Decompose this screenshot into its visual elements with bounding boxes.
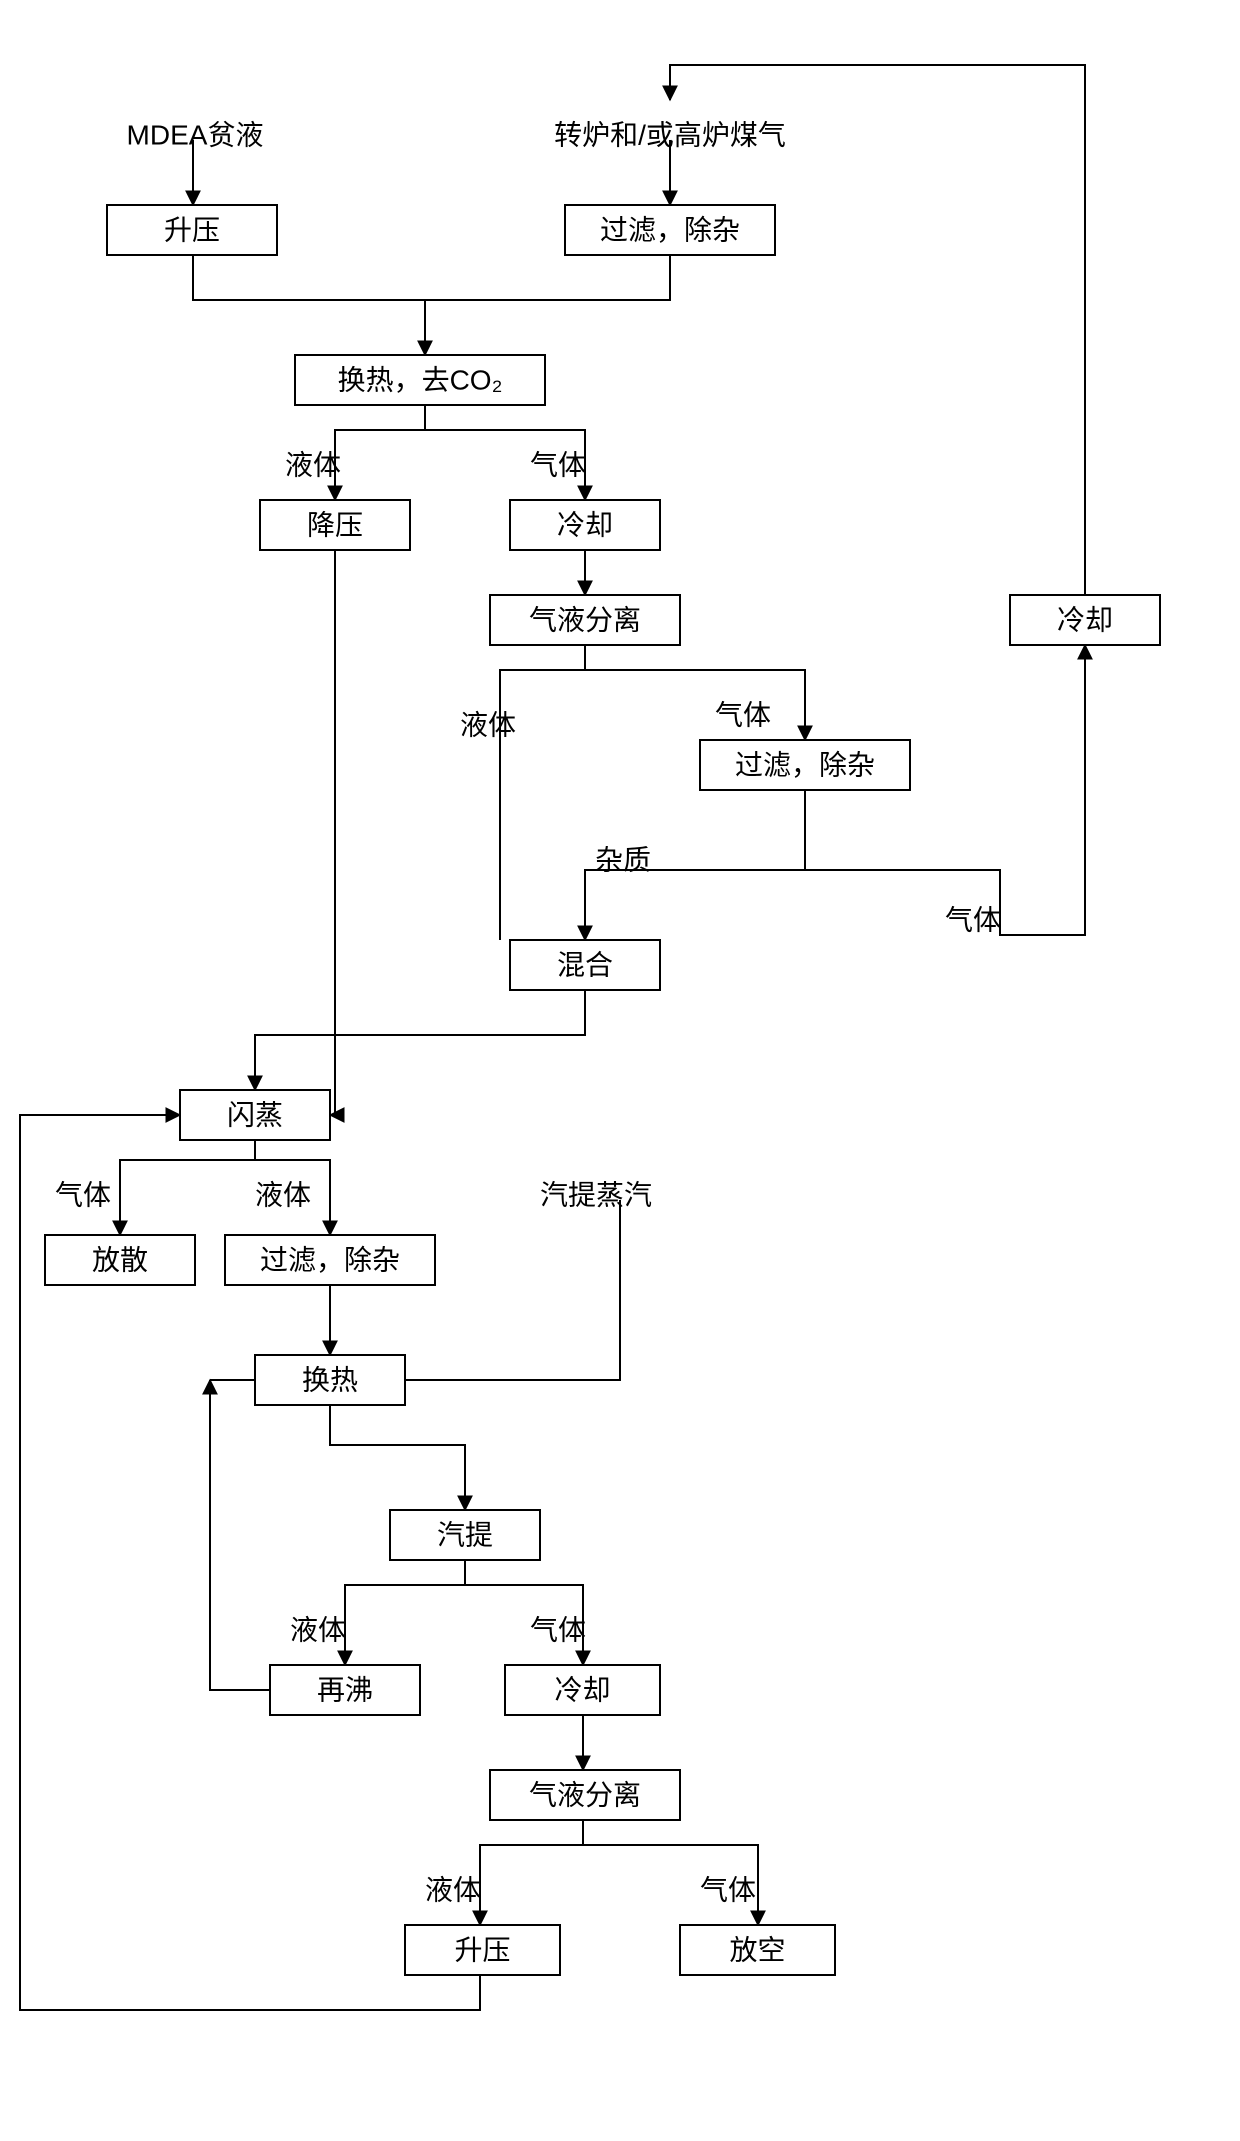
node-label-lbl_imp: 杂质 [595,845,651,876]
node-label-lbl_gas2: 气体 [715,700,771,731]
node-mix: 混合 [510,940,660,990]
node-cool2: 冷却 [505,1665,660,1715]
node-depress: 降压 [260,500,410,550]
node-label-hx2: 换热 [302,1365,358,1396]
flowchart-canvas: MDEA贫液转炉和/或高炉煤气升压过滤，除杂换热，去CO₂液体气体降压冷却气液分… [0,0,1240,2141]
node-boost1: 升压 [107,205,277,255]
node-lbl_liq5: 液体 [425,1875,481,1906]
node-label-mdea: MDEA贫液 [127,120,264,151]
node-label-bofgas: 转炉和/或高炉煤气 [554,120,786,151]
node-label-vent: 放散 [92,1245,148,1276]
node-label-lbl_gas6: 气体 [700,1875,756,1906]
node-label-filter3: 过滤，除杂 [260,1245,400,1276]
edge-5 [335,405,425,500]
node-lbl_liq2: 液体 [460,710,516,741]
node-filter1: 过滤，除杂 [565,205,775,255]
edge-14 [255,990,585,1090]
edge-15 [120,1140,255,1235]
node-lbl_gas3: 气体 [945,905,1001,936]
node-lbl_gas5: 气体 [530,1615,586,1646]
node-label-lbl_liq1: 液体 [285,450,341,481]
node-label-lbl_liq2: 液体 [460,710,516,741]
node-label-cool_r: 冷却 [1057,605,1113,636]
node-label-filter2: 过滤，除杂 [735,750,875,781]
edge-9 [585,645,805,740]
node-label-boost2: 升压 [454,1935,510,1966]
node-label-boost1: 升压 [164,215,220,246]
edge-25 [583,1820,758,1925]
edge-13 [330,550,335,1115]
edge-2 [193,255,425,300]
node-bofgas: 转炉和/或高炉煤气 [554,120,786,151]
node-label-steam_in: 汽提蒸汽 [540,1180,652,1211]
edge-22 [465,1560,583,1665]
node-label-cool2: 冷却 [554,1675,610,1706]
node-lbl_liq3: 液体 [255,1180,311,1211]
node-sep1: 气液分离 [490,595,680,645]
node-label-flash: 闪蒸 [227,1100,283,1131]
node-label-hx_co2: 换热，去CO₂ [338,365,503,396]
node-label-lbl_gas5: 气体 [530,1615,586,1646]
node-label-lbl_liq4: 液体 [290,1615,346,1646]
node-label-strip: 汽提 [437,1520,493,1551]
node-label-reboil: 再沸 [317,1675,373,1706]
node-mdea: MDEA贫液 [127,120,264,151]
node-lbl_imp: 杂质 [595,845,651,876]
node-label-cool1: 冷却 [557,510,613,541]
node-flash: 闪蒸 [180,1090,330,1140]
node-label-lbl_gas3: 气体 [945,905,1001,936]
node-reboil: 再沸 [270,1665,420,1715]
edge-26 [210,1380,270,1690]
node-label-lbl_gas1: 气体 [530,450,586,481]
node-label-filter1: 过滤，除杂 [600,215,740,246]
node-hx_co2: 换热，去CO₂ [295,355,545,405]
node-sep2: 气液分离 [490,1770,680,1820]
edges-layer [20,65,1085,2010]
node-vent: 放散 [45,1235,195,1285]
node-label-lbl_liq5: 液体 [425,1875,481,1906]
node-label-depress: 降压 [307,510,363,541]
node-label-lbl_gas4: 气体 [55,1180,111,1211]
edge-8 [500,645,585,940]
node-lbl_gas2: 气体 [715,700,771,731]
node-lbl_gas4: 气体 [55,1180,111,1211]
node-boost2: 升压 [405,1925,560,1975]
node-vent2: 放空 [680,1925,835,1975]
node-label-vent2: 放空 [729,1935,785,1966]
edge-21 [345,1560,465,1665]
edge-24 [480,1820,583,1925]
edge-20 [405,1200,620,1380]
node-steam_in: 汽提蒸汽 [540,1180,652,1211]
node-lbl_liq4: 液体 [290,1615,346,1646]
node-lbl_gas6: 气体 [700,1875,756,1906]
node-strip: 汽提 [390,1510,540,1560]
node-filter3: 过滤，除杂 [225,1235,435,1285]
node-cool_r: 冷却 [1010,595,1160,645]
node-label-lbl_liq3: 液体 [255,1180,311,1211]
node-filter2: 过滤，除杂 [700,740,910,790]
node-label-sep2: 气液分离 [529,1780,641,1811]
edge-19 [330,1405,465,1510]
edge-3 [425,255,670,300]
node-lbl_liq1: 液体 [285,450,341,481]
node-hx2: 换热 [255,1355,405,1405]
nodes-layer: MDEA贫液转炉和/或高炉煤气升压过滤，除杂换热，去CO₂液体气体降压冷却气液分… [45,120,1160,1976]
node-lbl_gas1: 气体 [530,450,586,481]
node-label-sep1: 气液分离 [529,605,641,636]
node-cool1: 冷却 [510,500,660,550]
node-label-mix: 混合 [557,950,613,981]
